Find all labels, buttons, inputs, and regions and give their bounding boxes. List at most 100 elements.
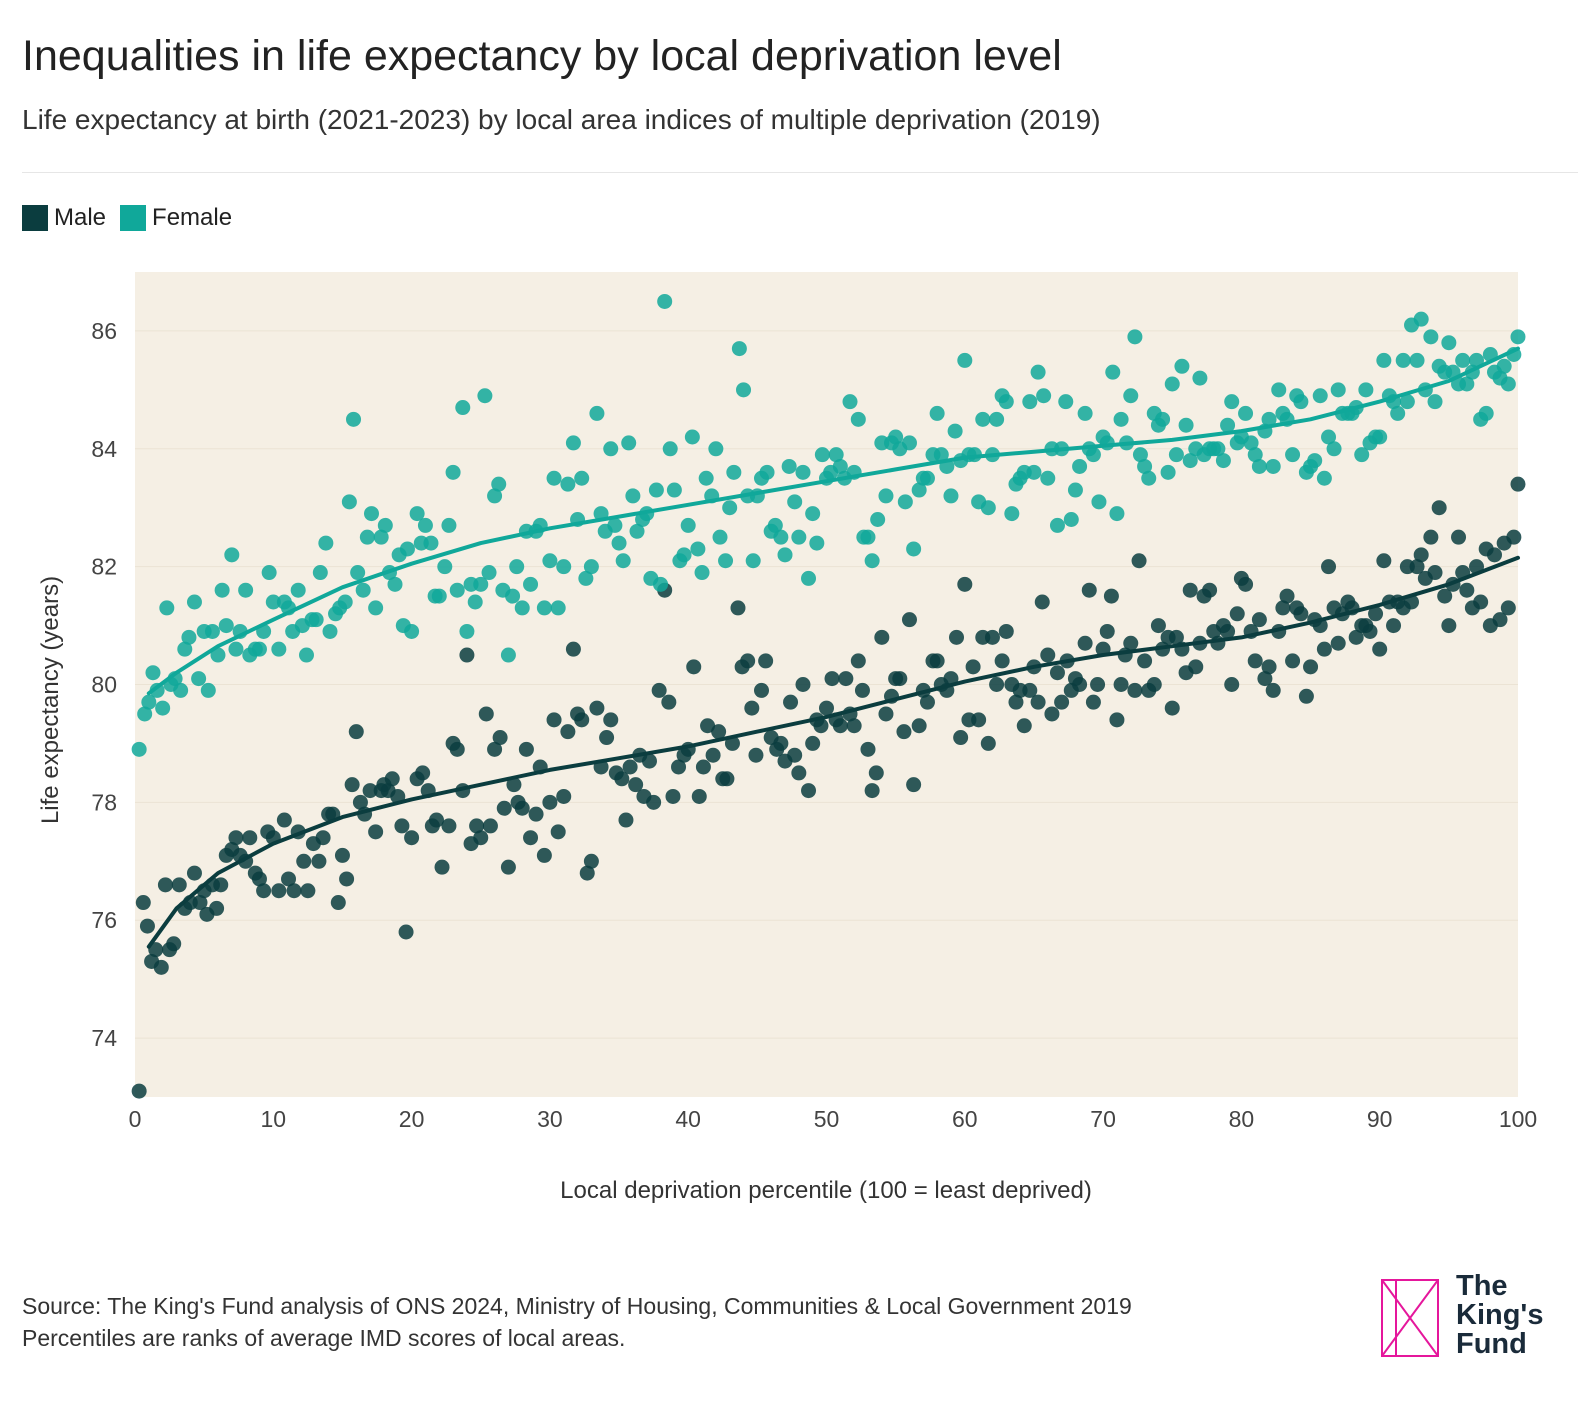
female-point [684, 429, 700, 445]
female-point [1141, 470, 1157, 486]
male-point [1316, 641, 1332, 657]
male-point [330, 895, 346, 911]
female-point [186, 594, 202, 610]
y-tick-label: 74 [91, 1025, 117, 1051]
female-point [218, 618, 234, 634]
female-point [878, 488, 894, 504]
male-point [339, 871, 355, 887]
male-point [1127, 682, 1143, 698]
female-point [698, 470, 714, 486]
male-point [994, 653, 1010, 669]
male-point [1146, 677, 1162, 692]
female-point [228, 641, 244, 657]
male-point [1348, 629, 1364, 645]
male-point [878, 706, 894, 722]
male-point [428, 812, 444, 828]
female-point [224, 547, 240, 563]
female-point [477, 388, 493, 404]
female-point [1307, 453, 1323, 469]
male-point [868, 765, 884, 781]
male-point [1202, 582, 1218, 598]
male-point [1261, 659, 1277, 675]
male-point [1090, 677, 1106, 692]
male-point [1123, 635, 1139, 651]
female-point [629, 523, 645, 539]
female-point [409, 506, 425, 522]
female-point [870, 512, 886, 527]
female-point [1358, 382, 1374, 398]
x-tick-label: 70 [1090, 1106, 1116, 1132]
male-point [415, 765, 431, 781]
male-point [730, 600, 746, 616]
logo-line-2: King's [1456, 1299, 1544, 1331]
male-point [500, 859, 516, 875]
female-point [1182, 453, 1198, 469]
male-point [171, 877, 187, 893]
male-point [135, 895, 151, 911]
scatter-chart: 0 10 20 30 40 50 60 70 80 90 100 74 76 78 80 82 84 86 Lo… [37, 272, 1537, 1204]
x-tick-label: 50 [814, 1106, 840, 1132]
female-point [791, 529, 807, 545]
female-point [536, 600, 552, 616]
female-point [404, 623, 420, 639]
male-point [614, 771, 630, 787]
male-point [192, 895, 208, 911]
male-point [281, 871, 297, 887]
male-point [622, 759, 638, 775]
female-point [363, 506, 379, 522]
female-point [500, 647, 516, 663]
female-point [1036, 388, 1052, 404]
male-point [1386, 618, 1402, 634]
female-point [919, 470, 935, 486]
female-point [1137, 458, 1153, 474]
female-point [431, 588, 447, 604]
female-point [1224, 394, 1240, 410]
male-point [131, 1083, 147, 1099]
male-point [980, 735, 996, 751]
female-point [449, 582, 465, 598]
female-point [1099, 435, 1115, 451]
male-point [665, 788, 681, 804]
male-point [404, 830, 420, 846]
male-point [523, 830, 539, 846]
female-point [781, 458, 797, 474]
female-point [159, 600, 175, 616]
female-point [1321, 429, 1337, 445]
male-point [514, 800, 530, 816]
male-point [368, 824, 384, 840]
female-point [487, 488, 503, 504]
female-point [355, 582, 371, 598]
female-point [1220, 417, 1236, 433]
legend-label-female: Female [152, 204, 233, 231]
female-point [1496, 358, 1512, 374]
male-point [1376, 553, 1392, 569]
footer: Source: The King's Fund analysis of ONS … [22, 1290, 1132, 1354]
male-point [864, 783, 880, 799]
female-point [1077, 405, 1093, 421]
female-point [1265, 458, 1281, 474]
female-point [368, 600, 384, 616]
male-point [434, 859, 450, 875]
male-point [1500, 600, 1516, 616]
female-point [801, 570, 817, 586]
female-point [467, 594, 483, 610]
female-point [814, 447, 830, 463]
female-point [574, 470, 590, 486]
x-tick-label: 10 [261, 1106, 287, 1132]
female-point [137, 706, 153, 722]
male-point [691, 788, 707, 804]
male-point [251, 871, 267, 887]
male-point [300, 883, 316, 899]
female-point [200, 682, 216, 698]
y-axis-ticks: 74 76 78 80 82 84 86 [91, 318, 117, 1051]
male-point [906, 777, 922, 793]
male-point [695, 759, 711, 775]
male-point [362, 783, 378, 799]
y-tick-label: 84 [91, 436, 117, 462]
male-point [469, 818, 485, 834]
male-point [315, 830, 331, 846]
female-point [718, 553, 734, 569]
female-point [141, 694, 157, 710]
x-tick-label: 30 [537, 1106, 563, 1132]
female-point [759, 464, 775, 480]
